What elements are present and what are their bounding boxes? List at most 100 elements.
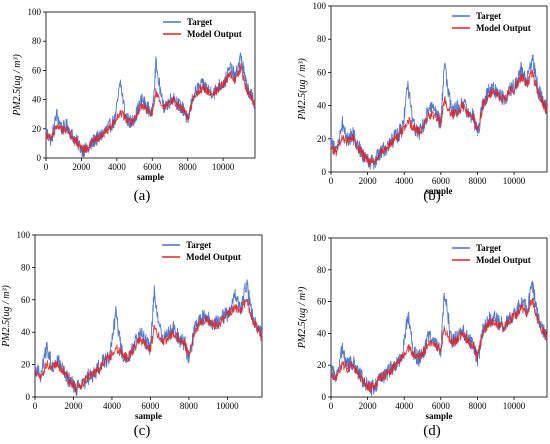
- data-point: [467, 340, 469, 342]
- data-point: [330, 367, 332, 369]
- data-point: [141, 99, 143, 101]
- data-point: [188, 360, 190, 362]
- series-line-model-output: [34, 298, 263, 393]
- data-point: [138, 331, 140, 333]
- data-point: [456, 111, 458, 113]
- data-point: [429, 340, 431, 342]
- data-point: [245, 87, 247, 89]
- series-line-target: [330, 280, 548, 396]
- y-tick-label: 100: [17, 230, 31, 240]
- data-point: [153, 328, 155, 330]
- legend-label: Target: [186, 240, 211, 250]
- data-point: [80, 385, 82, 387]
- legend-label: Model Output: [186, 252, 241, 262]
- data-point: [504, 98, 506, 100]
- data-point: [374, 159, 376, 161]
- data-point: [476, 134, 479, 137]
- chart-a-svg: 0 20 40 60 80 100 0 2000 4000 6000 8000 10000 sample…: [12, 7, 256, 182]
- caption-d: (d): [423, 423, 441, 439]
- caption-b: (b): [423, 188, 441, 204]
- x-axis-label: sample: [137, 172, 164, 182]
- data-point: [153, 291, 155, 293]
- data-point: [390, 143, 393, 145]
- data-point: [119, 81, 121, 83]
- data-point: [167, 104, 169, 107]
- data-point: [462, 329, 464, 331]
- y-tick-label: 80: [317, 265, 327, 275]
- x-axis-label: sample: [426, 411, 453, 421]
- data-point: [250, 97, 253, 99]
- data-point: [546, 337, 548, 339]
- data-point: [531, 299, 533, 301]
- plot-frame: [34, 234, 263, 398]
- data-point: [374, 385, 376, 387]
- data-point: [130, 122, 132, 124]
- y-tick-label: 80: [317, 34, 327, 44]
- data-point: [520, 305, 522, 307]
- data-point: [197, 87, 199, 89]
- data-point: [211, 323, 213, 325]
- plot-frame: [330, 5, 548, 173]
- data-point: [498, 324, 501, 327]
- data-point: [222, 315, 225, 317]
- x-tick-label: 2000: [359, 401, 378, 411]
- data-point: [213, 93, 215, 95]
- y-tick-label: 40: [32, 95, 42, 105]
- data-point: [520, 68, 522, 70]
- data-point: [434, 116, 436, 118]
- data-point: [440, 348, 442, 350]
- data-point: [115, 347, 117, 349]
- x-tick-label: 8000: [180, 401, 199, 411]
- data-point: [126, 357, 128, 359]
- data-point: [341, 363, 343, 365]
- data-point: [443, 63, 446, 65]
- data-point: [109, 126, 111, 128]
- data-point: [330, 146, 332, 148]
- data-point: [368, 161, 371, 163]
- x-tick-label: 0: [44, 162, 49, 172]
- data-point: [167, 334, 169, 337]
- caption-a: (a): [133, 188, 151, 204]
- data-point: [93, 139, 95, 142]
- data-point: [407, 313, 409, 315]
- data-point: [379, 151, 382, 153]
- data-point: [509, 318, 511, 320]
- data-point: [135, 115, 137, 117]
- data-point: [178, 106, 180, 108]
- data-point: [251, 318, 253, 320]
- data-point: [141, 104, 143, 107]
- chart-b-svg: 0 20 40 60 80 100 0 2000 4000 6000 8000 10000 sample…: [297, 1, 548, 196]
- data-point: [385, 374, 387, 376]
- x-tick-label: 4000: [103, 401, 122, 411]
- chart-d-svg: 0 20 40 60 80 100 0 2000 4000 6000 8000 10000 sample…: [297, 233, 548, 421]
- series-line-model-output: [330, 69, 548, 168]
- data-point: [531, 55, 533, 57]
- data-point: [184, 344, 186, 346]
- data-point: [357, 148, 360, 150]
- data-point: [151, 113, 153, 115]
- data-point: [251, 315, 253, 317]
- plot-frame: [330, 237, 548, 398]
- legend-label: Model Output: [476, 255, 531, 265]
- data-point: [467, 113, 469, 115]
- data-point: [144, 342, 146, 345]
- data-point: [401, 129, 403, 132]
- x-tick-label: 4000: [395, 176, 414, 186]
- data-point: [172, 331, 175, 333]
- x-tick-label: 6000: [432, 401, 451, 411]
- data-point: [352, 138, 354, 140]
- y-tick-label: 20: [32, 124, 42, 134]
- data-point: [217, 325, 219, 327]
- data-point: [98, 136, 100, 139]
- series-line-model-output: [330, 297, 548, 393]
- data-point: [531, 71, 533, 73]
- y-tick-label: 100: [28, 7, 42, 17]
- data-point: [187, 117, 189, 120]
- data-point: [473, 118, 475, 120]
- x-tick-label: 10000: [503, 176, 526, 186]
- x-tick-label: 8000: [468, 176, 487, 186]
- data-point: [194, 331, 196, 333]
- x-tick-label: 0: [329, 401, 334, 411]
- data-point: [77, 142, 79, 144]
- data-point: [155, 62, 157, 64]
